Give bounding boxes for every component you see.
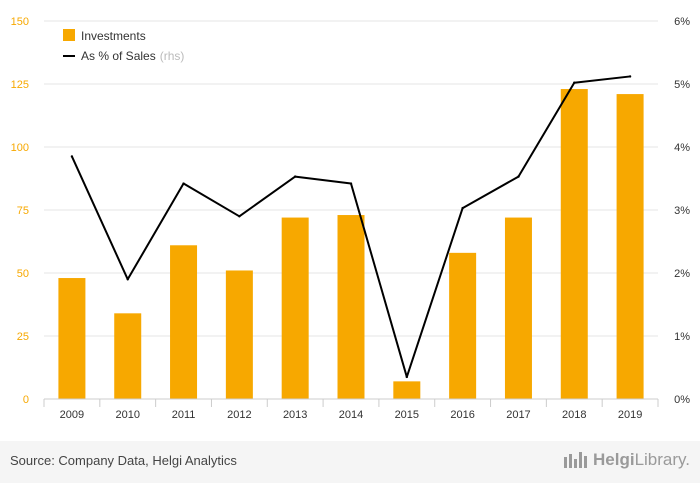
logo-text: HelgiLibrary. (593, 450, 690, 470)
x-axis: 2009 2010 2011 2012 2013 2014 2015 2016 2017 2018… (43, 398, 659, 421)
right-tick-label: 0% (674, 394, 690, 406)
left-tick-label: 150 (11, 16, 29, 28)
legend-swatch-investments (63, 29, 75, 41)
bar (560, 89, 588, 399)
line-point (182, 182, 185, 185)
gridlines (44, 20, 658, 337)
left-tick-label: 25 (17, 331, 29, 343)
left-axis: 0 25 50 75 100 125 150 (11, 16, 29, 406)
line-point (573, 81, 576, 84)
x-tick-label: 2013 (283, 409, 307, 421)
left-tick-label: 75 (17, 205, 29, 217)
legend: Investments As % of Sales (rhs) (63, 29, 184, 63)
x-tick-label: 2019 (618, 409, 642, 421)
chart: 2009 2010 2011 2012 2013 2014 2015 2016 2017 2018… (11, 16, 691, 421)
x-tick-label: 2009 (60, 409, 84, 421)
x-tick-label: 2012 (227, 409, 251, 421)
right-tick-label: 6% (674, 16, 690, 28)
source-note: Source: Company Data, Helgi Analytics (10, 453, 237, 468)
bar (337, 215, 365, 399)
legend-label-pct-sales: As % of Sales (rhs) (81, 49, 184, 63)
bar (225, 270, 253, 399)
left-tick-label: 125 (11, 79, 29, 91)
legend-label-pct-sales-main: As % of Sales (81, 49, 156, 63)
x-tick-label: 2011 (172, 409, 196, 421)
line-series (70, 75, 632, 379)
line-point (293, 175, 297, 178)
legend-rhs-note: (rhs) (160, 49, 185, 63)
right-tick-label: 3% (674, 205, 690, 217)
line-point (628, 75, 632, 78)
left-tick-label: 100 (11, 142, 29, 154)
right-tick-label: 2% (674, 268, 690, 280)
right-tick-label: 1% (674, 331, 690, 343)
line-point (70, 155, 74, 158)
line-point (238, 215, 241, 218)
x-tick-label: 2018 (562, 409, 586, 421)
left-tick-label: 50 (17, 268, 29, 280)
x-tick-label: 2017 (506, 409, 530, 421)
bar (281, 217, 309, 399)
logo-text-light: Library. (634, 450, 690, 469)
x-tick-label: 2014 (339, 409, 363, 421)
right-axis: 0% 1% 2% 3% 4% 5% 6% (674, 16, 690, 406)
legend-label-investments: Investments (81, 29, 146, 43)
line-point (349, 182, 353, 185)
bar (114, 313, 142, 399)
x-tick-label: 2016 (450, 409, 474, 421)
footer: Source: Company Data, Helgi Analytics He… (0, 441, 700, 483)
library-logo-icon (564, 452, 587, 468)
bar (449, 252, 477, 399)
logo-text-bold: Helgi (593, 450, 635, 469)
bar (616, 94, 644, 399)
bar (58, 278, 86, 399)
bar (504, 217, 532, 399)
right-tick-label: 5% (674, 79, 690, 91)
line-point (126, 278, 129, 281)
x-tick-label: 2010 (115, 409, 139, 421)
line-point (405, 375, 409, 379)
bar (170, 245, 198, 399)
line-point (517, 175, 520, 178)
left-tick-label: 0 (23, 394, 29, 406)
right-tick-label: 4% (674, 142, 690, 154)
bar (393, 381, 421, 399)
helgi-library-logo: HelgiLibrary. (563, 450, 690, 470)
x-tick-label: 2015 (395, 409, 419, 421)
bar-series (58, 89, 644, 399)
line-point (461, 206, 464, 210)
